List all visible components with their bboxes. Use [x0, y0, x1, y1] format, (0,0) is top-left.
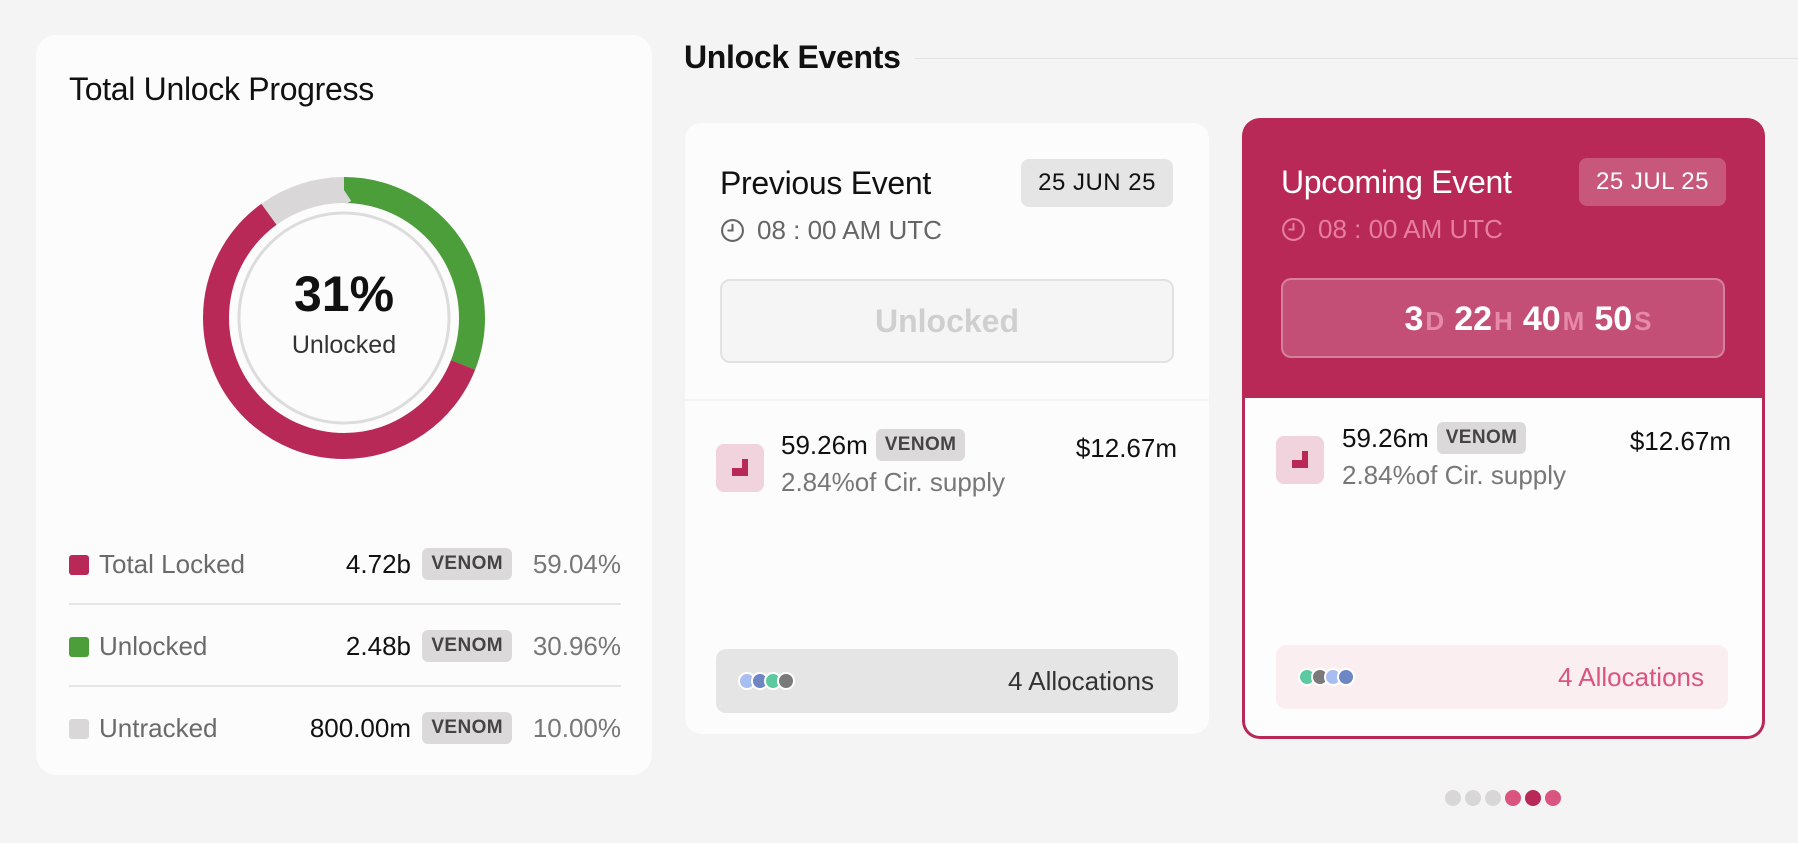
legend-amount: 2.48b: [345, 631, 411, 661]
pager-dot[interactable]: [1525, 790, 1541, 806]
event-date-badge: 25 JUL 25: [1578, 158, 1726, 206]
legend-amount: 800.00m: [309, 713, 411, 743]
unlock-legend: Total Locked 4.72b VENOM 59.04% Unlocked…: [69, 523, 621, 769]
unlocked-status-button[interactable]: Unlocked: [720, 279, 1174, 363]
unlock-amount: 59.26m VENOM: [1342, 422, 1527, 454]
countdown-seconds: 50S: [1594, 300, 1652, 338]
countdown-hours: 22H: [1454, 300, 1513, 338]
upcoming-event-card: Upcoming Event 25 JUL 25 08 : 00 AM UTC …: [1242, 118, 1765, 739]
supply-percent: 2.84%of Cir. supply: [781, 467, 1006, 497]
pager-dot[interactable]: [1445, 790, 1461, 806]
event-date-badge: 25 JUN 25: [1021, 159, 1173, 207]
unlocked-swatch: [69, 637, 89, 657]
event-time: 08 : 00 AM UTC: [720, 215, 942, 246]
legend-row-untracked: Untracked 800.00m VENOM 10.00%: [69, 687, 621, 769]
token-badge: VENOM: [422, 548, 512, 580]
untracked-segment: [203, 177, 485, 459]
countdown-timer: 3D 22H 40M 50S: [1281, 278, 1725, 358]
venom-token-icon: [716, 444, 764, 492]
locked-segment: [203, 177, 485, 459]
token-logo-icon: [732, 459, 748, 476]
amount-value: 59.26m: [1342, 422, 1429, 453]
donut-center: 31% Unlocked: [199, 173, 489, 463]
legend-row-locked: Total Locked 4.72b VENOM 59.04%: [69, 523, 621, 605]
allocations-button[interactable]: 4 Allocations: [1276, 645, 1728, 709]
token-logo-icon: [1292, 451, 1308, 468]
legend-row-unlocked: Unlocked 2.48b VENOM 30.96%: [69, 605, 621, 687]
pager-dot[interactable]: [1485, 790, 1501, 806]
legend-percent: 59.04%: [532, 549, 621, 579]
clock-icon: [721, 219, 744, 242]
card-title: Total Unlock Progress: [69, 71, 374, 107]
countdown-minutes: 40M: [1522, 300, 1585, 338]
pager-dot[interactable]: [1545, 790, 1561, 806]
supply-percent: 2.84%of Cir. supply: [1342, 460, 1567, 490]
legend-name: Unlocked: [99, 631, 208, 661]
allocation-avatars: [738, 672, 795, 690]
upcoming-event-details: 59.26m VENOM 2.84%of Cir. supply $12.67m…: [1245, 398, 1762, 736]
legend-percent: 30.96%: [532, 631, 621, 661]
donut-inner-ring: [237, 211, 451, 425]
event-time-text: 08 : 00 AM UTC: [1318, 214, 1503, 244]
unlock-progress-card: Total Unlock Progress 31% Unlocked Total…: [36, 35, 652, 775]
unlock-amount: 59.26m VENOM: [781, 429, 966, 461]
token-badge: VENOM: [422, 712, 512, 744]
allocations-button[interactable]: 4 Allocations: [716, 649, 1178, 713]
allocations-label: 4 Allocations: [1558, 661, 1704, 692]
donut-svg: [203, 177, 485, 459]
previous-event-header: Previous Event 25 JUN 25 08 : 00 AM UTC …: [685, 123, 1209, 399]
unlock-donut-chart: 31% Unlocked: [199, 173, 489, 463]
usd-value: $12.67m: [1629, 426, 1731, 456]
venom-token-icon: [1276, 436, 1324, 484]
clock-icon: [1282, 218, 1305, 241]
unlock-percent-label: Unlocked: [291, 330, 397, 359]
token-badge: VENOM: [422, 630, 512, 662]
pager-dot[interactable]: [1465, 790, 1481, 806]
event-time: 08 : 00 AM UTC: [1281, 214, 1503, 245]
event-time-text: 08 : 00 AM UTC: [757, 215, 942, 245]
allocation-avatar-dot: [1337, 668, 1355, 686]
unlock-percent: 31%: [293, 265, 395, 322]
pager-dot[interactable]: [1505, 790, 1521, 806]
allocations-label: 4 Allocations: [1008, 665, 1154, 696]
allocation-avatars: [1298, 668, 1355, 686]
token-badge: VENOM: [875, 429, 966, 461]
amount-value: 59.26m: [781, 429, 868, 460]
usd-value: $12.67m: [1075, 433, 1177, 463]
untracked-swatch: [69, 719, 89, 739]
event-title: Upcoming Event: [1281, 164, 1512, 200]
previous-event-details: 59.26m VENOM 2.84%of Cir. supply $12.67m…: [685, 401, 1209, 734]
legend-percent: 10.00%: [532, 713, 621, 743]
legend-name: Untracked: [99, 713, 218, 743]
allocation-avatar-dot: [777, 672, 795, 690]
legend-amount: 4.72b: [345, 549, 411, 579]
section-title: Unlock Events: [684, 39, 901, 75]
carousel-pagination: [1445, 790, 1561, 806]
countdown-days: 3D: [1404, 300, 1445, 338]
legend-name: Total Locked: [99, 549, 245, 579]
event-title: Previous Event: [720, 165, 932, 201]
section-divider: [915, 58, 1798, 59]
token-badge: VENOM: [1436, 422, 1527, 454]
locked-swatch: [69, 555, 89, 575]
